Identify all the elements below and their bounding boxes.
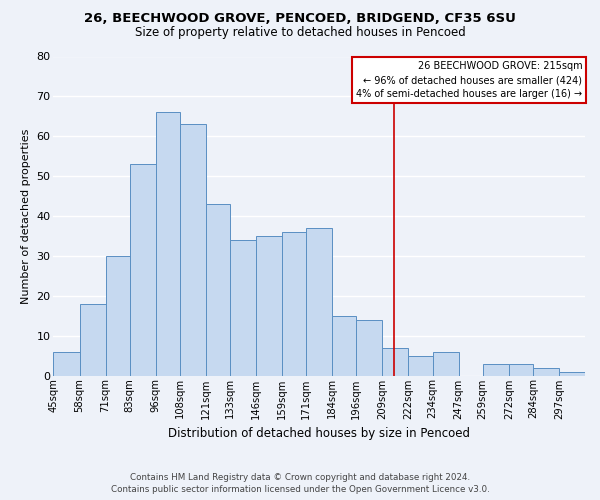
Bar xyxy=(80,304,106,376)
Bar xyxy=(106,256,130,376)
Bar xyxy=(382,348,409,376)
Bar xyxy=(332,316,356,376)
Bar xyxy=(282,232,306,376)
Bar xyxy=(206,204,230,376)
Bar xyxy=(156,112,180,376)
Text: Size of property relative to detached houses in Pencoed: Size of property relative to detached ho… xyxy=(134,26,466,39)
Bar xyxy=(180,124,206,376)
Bar xyxy=(409,356,433,376)
Bar xyxy=(509,364,533,376)
Text: 26, BEECHWOOD GROVE, PENCOED, BRIDGEND, CF35 6SU: 26, BEECHWOOD GROVE, PENCOED, BRIDGEND, … xyxy=(84,12,516,26)
Text: 26 BEECHWOOD GROVE: 215sqm
← 96% of detached houses are smaller (424)
4% of semi: 26 BEECHWOOD GROVE: 215sqm ← 96% of deta… xyxy=(356,62,583,100)
Bar xyxy=(256,236,282,376)
Bar xyxy=(533,368,559,376)
Bar xyxy=(559,372,585,376)
Bar xyxy=(230,240,256,376)
Y-axis label: Number of detached properties: Number of detached properties xyxy=(21,128,31,304)
Bar xyxy=(130,164,156,376)
Bar xyxy=(306,228,332,376)
Bar xyxy=(53,352,80,376)
Bar xyxy=(433,352,458,376)
Text: Contains HM Land Registry data © Crown copyright and database right 2024.
Contai: Contains HM Land Registry data © Crown c… xyxy=(110,472,490,494)
X-axis label: Distribution of detached houses by size in Pencoed: Distribution of detached houses by size … xyxy=(168,427,470,440)
Bar xyxy=(356,320,382,376)
Bar xyxy=(483,364,509,376)
